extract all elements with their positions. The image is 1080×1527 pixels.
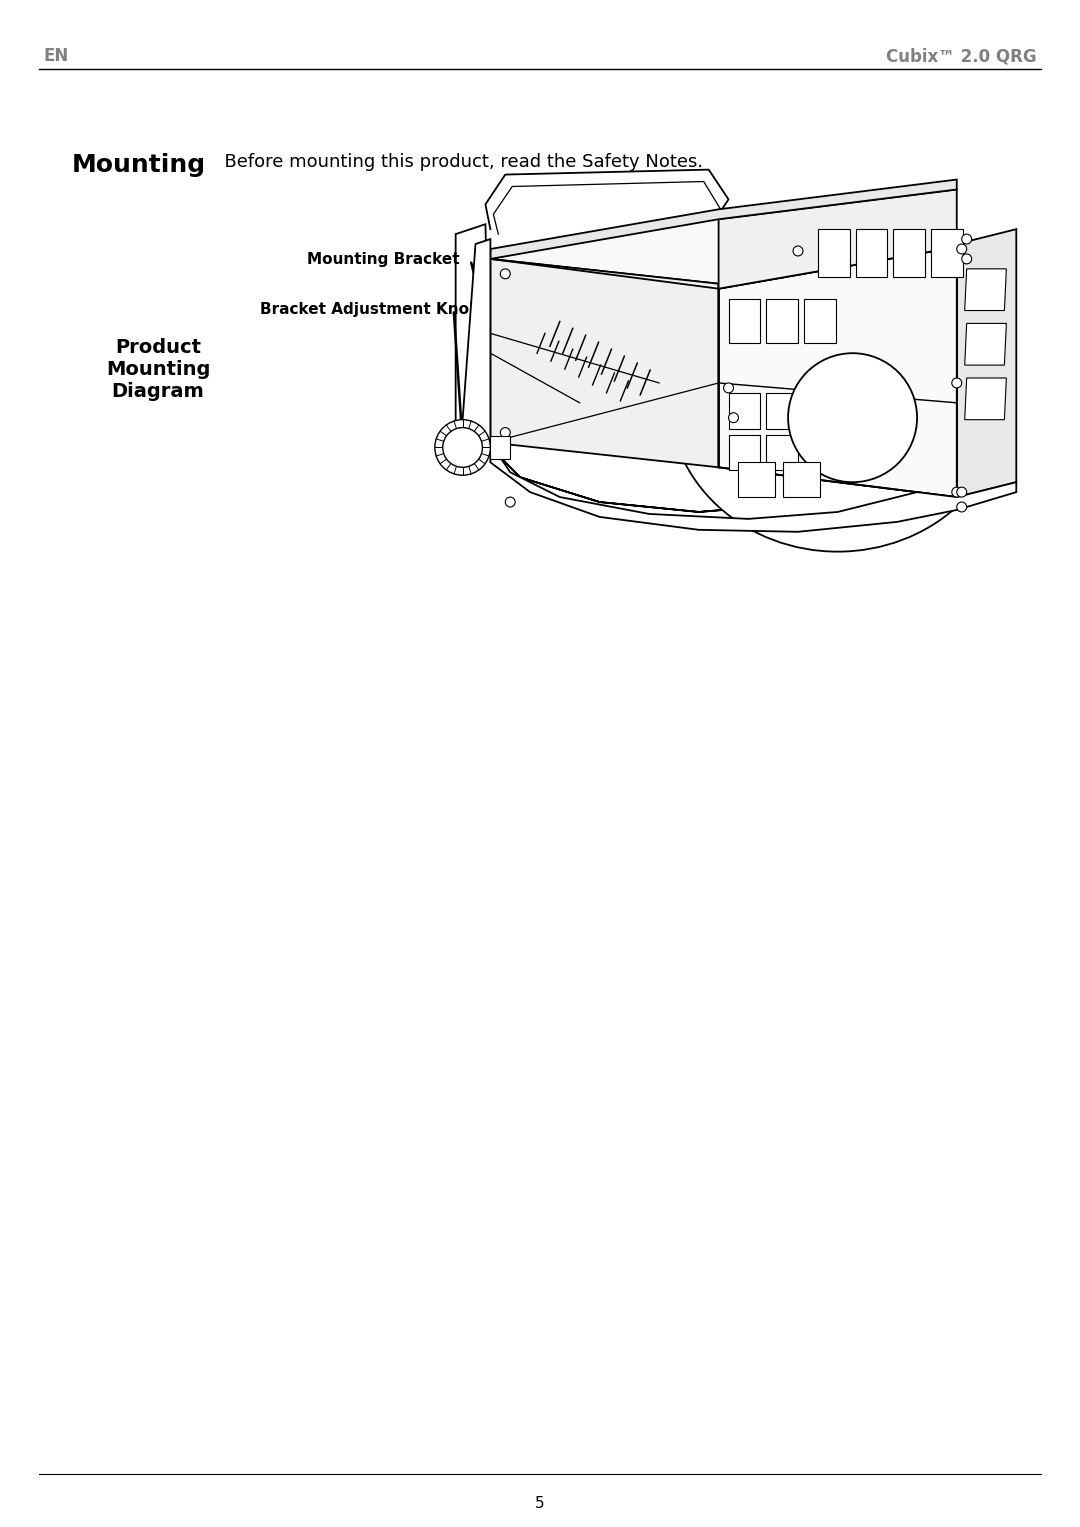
- Circle shape: [951, 379, 961, 388]
- Circle shape: [505, 498, 515, 507]
- Polygon shape: [893, 229, 924, 276]
- Polygon shape: [766, 435, 798, 470]
- Polygon shape: [490, 180, 957, 260]
- Circle shape: [435, 420, 490, 475]
- Circle shape: [788, 353, 917, 483]
- Polygon shape: [783, 463, 820, 498]
- Circle shape: [724, 383, 733, 392]
- Polygon shape: [490, 443, 957, 512]
- Polygon shape: [729, 435, 760, 470]
- Text: Bracket Adjustment Knob: Bracket Adjustment Knob: [260, 302, 480, 316]
- Polygon shape: [818, 229, 850, 276]
- Circle shape: [961, 253, 972, 264]
- Polygon shape: [462, 240, 490, 452]
- Ellipse shape: [669, 244, 1007, 551]
- Polygon shape: [456, 224, 490, 452]
- Polygon shape: [931, 229, 962, 276]
- Polygon shape: [766, 392, 798, 429]
- Polygon shape: [718, 244, 957, 498]
- Polygon shape: [490, 435, 510, 460]
- Polygon shape: [964, 379, 1007, 420]
- Polygon shape: [957, 229, 1016, 498]
- Circle shape: [957, 244, 967, 253]
- Polygon shape: [729, 392, 760, 429]
- Circle shape: [957, 487, 967, 498]
- Text: EN: EN: [44, 47, 69, 66]
- Polygon shape: [490, 260, 718, 467]
- Polygon shape: [855, 229, 888, 276]
- Circle shape: [961, 234, 972, 244]
- Text: Before mounting this product, read the Safety Notes.: Before mounting this product, read the S…: [213, 153, 703, 171]
- Polygon shape: [964, 324, 1007, 365]
- Polygon shape: [804, 299, 836, 344]
- Circle shape: [500, 428, 510, 438]
- Text: Product
Mounting
Diagram: Product Mounting Diagram: [106, 339, 211, 402]
- Polygon shape: [490, 443, 1016, 531]
- Polygon shape: [718, 189, 957, 289]
- Circle shape: [729, 412, 739, 423]
- Text: Mounting: Mounting: [71, 153, 206, 177]
- Circle shape: [957, 502, 967, 512]
- Polygon shape: [729, 299, 760, 344]
- Text: 5: 5: [536, 1496, 544, 1512]
- Polygon shape: [766, 299, 798, 344]
- Polygon shape: [739, 463, 775, 498]
- Polygon shape: [718, 247, 957, 498]
- Circle shape: [443, 428, 483, 467]
- Polygon shape: [964, 269, 1007, 310]
- Circle shape: [793, 246, 802, 257]
- Text: Cubix™ 2.0 QRG: Cubix™ 2.0 QRG: [886, 47, 1036, 66]
- Circle shape: [951, 487, 961, 498]
- Polygon shape: [490, 214, 957, 284]
- Circle shape: [500, 269, 510, 279]
- Text: Mounting Bracket: Mounting Bracket: [307, 252, 459, 267]
